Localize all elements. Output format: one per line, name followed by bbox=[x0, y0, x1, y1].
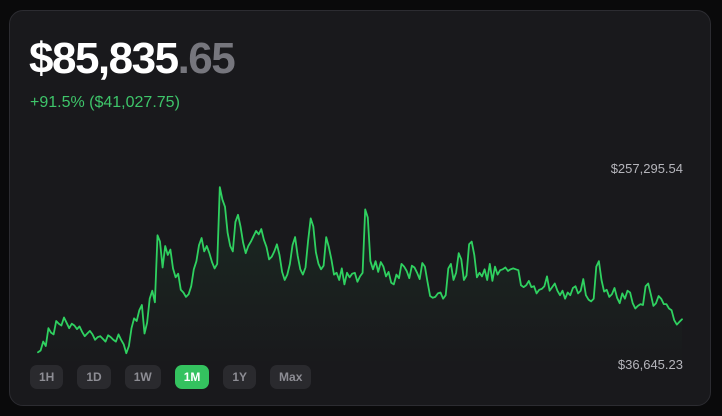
current-price: $85,835.65 bbox=[29, 33, 236, 85]
y-axis-min-label: $36,645.23 bbox=[617, 357, 683, 372]
range-button-1h[interactable]: 1H bbox=[30, 365, 64, 389]
price-main: $85,835 bbox=[29, 34, 179, 83]
price-chart bbox=[37, 186, 683, 366]
range-button-1w[interactable]: 1W bbox=[124, 365, 161, 389]
range-button-1m[interactable]: 1M bbox=[174, 365, 210, 389]
range-button-1d[interactable]: 1D bbox=[77, 365, 111, 389]
range-button-max[interactable]: Max bbox=[270, 365, 312, 389]
price-change: +91.5% ($41,027.75) bbox=[30, 94, 180, 111]
y-axis-max-label: $257,295.54 bbox=[610, 161, 683, 176]
price-cents: .65 bbox=[177, 34, 236, 83]
chart-series-line bbox=[37, 186, 683, 355]
price-card: $85,835.65 +91.5% ($41,027.75) $257,295.… bbox=[9, 10, 711, 406]
range-button-1y[interactable]: 1Y bbox=[223, 365, 257, 389]
time-range-selector: 1H 1D 1W 1M 1Y Max bbox=[30, 365, 312, 389]
